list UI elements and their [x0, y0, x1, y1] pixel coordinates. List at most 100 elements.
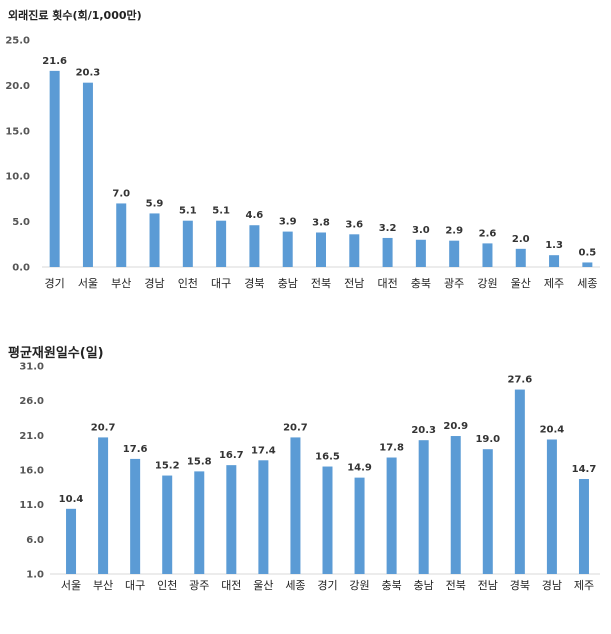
- chart2-y-tick-label: 16.0: [19, 466, 44, 477]
- chart2-value-label: 17.4: [251, 445, 276, 456]
- chart2-y-tick-label: 11.0: [19, 500, 44, 511]
- chart2-bar-4: [162, 475, 173, 574]
- chart2-category-label: 경기: [317, 579, 337, 592]
- chart1-category-label: 충북: [411, 277, 431, 290]
- chart1-category-label: 제주: [544, 277, 564, 290]
- chart1-category-label: 경기: [45, 277, 65, 290]
- chart1-value-label: 2.6: [479, 228, 497, 239]
- chart1-value-label: 7.0: [112, 188, 130, 199]
- chart1-bar-13: [449, 240, 460, 267]
- chart1-category-label: 서울: [78, 277, 98, 290]
- chart1-y-tick-label: 10.0: [5, 172, 30, 183]
- chart2-bar-1: [66, 508, 77, 574]
- chart1-value-label: 20.3: [76, 68, 101, 79]
- chart1-value-label: 3.6: [345, 219, 363, 230]
- chart2-category-label: 경남: [542, 579, 562, 592]
- chart2-category-label: 전남: [478, 579, 498, 592]
- chart1-bar-4: [149, 213, 160, 267]
- chart2-value-label: 17.6: [123, 444, 148, 455]
- chart2-value-label: 20.9: [443, 421, 468, 432]
- chart1-category-label: 대구: [211, 277, 231, 290]
- chart2-value-label: 15.2: [155, 461, 180, 472]
- chart1-bar-16: [549, 255, 560, 267]
- chart1-y-tick-label: 15.0: [5, 126, 30, 137]
- chart1-category-label: 세종: [577, 277, 597, 290]
- chart2-category-label: 경북: [510, 579, 530, 592]
- chart1-category-label: 인천: [178, 276, 198, 290]
- chart2-bar-5: [194, 471, 205, 574]
- chart1-category-label: 충남: [278, 277, 298, 290]
- chart2-category-label: 충남: [414, 579, 434, 592]
- chart2-value-label: 16.7: [219, 450, 244, 461]
- chart1-category-label: 대전: [377, 277, 397, 290]
- chart1-bar-3: [116, 203, 127, 267]
- chart2-category-label: 세종: [285, 579, 305, 592]
- chart1-y-tick-label: 0.0: [12, 263, 30, 274]
- chart2-value-label: 16.5: [315, 452, 340, 463]
- chart2-value-label: 20.4: [540, 424, 565, 435]
- chart2-category-label: 부산: [93, 579, 113, 592]
- chart2-category-label: 인천: [157, 578, 177, 592]
- chart2-bar-16: [546, 439, 557, 574]
- chart2-bar-17: [578, 479, 589, 574]
- chart1-y-tick-label: 5.0: [12, 217, 30, 228]
- chart2-bar-6: [226, 465, 237, 574]
- chart1-bar-1: [49, 70, 60, 267]
- chart2-category-label: 광주: [189, 579, 209, 592]
- chart2-bar-15: [514, 389, 525, 574]
- chart2-category-label: 울산: [253, 579, 273, 592]
- chart2-value-label: 14.7: [572, 464, 597, 475]
- chart2-y-tick-label: 21.0: [19, 431, 44, 442]
- chart2-value-label: 20.7: [283, 422, 308, 433]
- chart2-bar-13: [450, 436, 461, 574]
- chart1-value-label: 3.2: [379, 223, 397, 234]
- chart1-value-label: 2.9: [445, 226, 463, 237]
- chart-average-hospital-stay: 평균재원일수(일) 1.0 6.0 11.0 16.0 21.0 26.0 31.0 10.…: [8, 345, 600, 592]
- chart2-category-label: 대구: [125, 579, 145, 592]
- chart1-bar-9: [316, 232, 326, 267]
- chart2-value-label: 27.6: [508, 375, 533, 386]
- chart1-bar-15: [515, 248, 526, 267]
- chart1-bar-7: [249, 225, 260, 267]
- chart1-title: 외래진료 횟수(회/1,000만): [8, 8, 142, 22]
- chart2-category-label: 제주: [574, 579, 594, 592]
- chart2-y-tick-label: 31.0: [19, 362, 44, 373]
- chart1-value-label: 2.0: [512, 234, 530, 245]
- chart1-y-tick-label: 20.0: [5, 81, 30, 92]
- chart1-bar-17: [582, 262, 593, 267]
- chart2-value-label: 17.8: [379, 443, 404, 454]
- chart1-value-label: 5.1: [179, 206, 197, 217]
- chart1-value-label: 3.0: [412, 225, 430, 236]
- chart2-bar-14: [482, 449, 493, 574]
- chart1-y-tick-label: 25.0: [5, 36, 30, 47]
- chart2-category-label: 충북: [381, 579, 401, 592]
- chart2-category-label: 서울: [61, 579, 81, 592]
- chart1-value-label: 0.5: [578, 247, 596, 258]
- chart1-category-label: 전북: [311, 277, 331, 290]
- chart1-category-label: 부산: [111, 277, 131, 290]
- chart2-value-label: 19.0: [475, 434, 500, 445]
- chart1-value-label: 21.6: [42, 56, 67, 67]
- chart2-bar-11: [386, 457, 397, 574]
- chart2-bar-3: [130, 458, 141, 574]
- chart1-bar-5: [182, 220, 193, 267]
- chart1-category-label: 전남: [344, 277, 364, 290]
- chart1-bar-10: [349, 234, 360, 267]
- chart2-bar-12: [418, 440, 429, 574]
- chart-outpatient-visits: 외래진료 횟수(회/1,000만) 0.0 5.0 10.0 15.0 20.0 25.0…: [5, 8, 600, 290]
- chart2-bar-9: [322, 466, 333, 574]
- chart2-bar-8: [290, 437, 301, 574]
- chart1-value-label: 3.9: [279, 217, 297, 228]
- chart2-bar-2: [98, 437, 109, 574]
- chart2-value-label: 20.7: [91, 422, 116, 433]
- chart1-value-label: 4.6: [246, 210, 264, 221]
- chart2-category-label: 전북: [446, 579, 466, 592]
- chart2-title: 평균재원일수(일): [8, 345, 104, 361]
- chart1-value-label: 5.9: [146, 198, 164, 209]
- chart1-category-label: 경북: [244, 277, 264, 290]
- chart2-y-tick-label: 1.0: [26, 570, 44, 581]
- chart2-bar-7: [258, 460, 269, 574]
- chart2-value-label: 14.9: [347, 463, 372, 474]
- chart2-value-label: 20.3: [411, 425, 436, 436]
- chart1-category-label: 광주: [444, 277, 464, 290]
